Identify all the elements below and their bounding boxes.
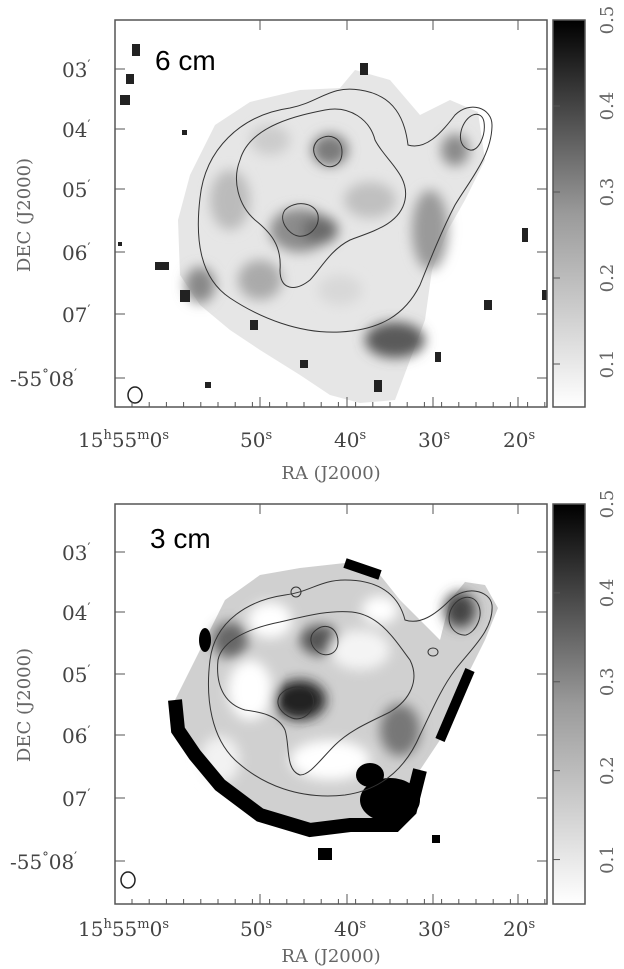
dark-clumps-3cm [199,628,440,860]
x-tick-label-2-6cm: 40s [334,428,366,452]
contour-outer-3cm [207,579,493,797]
y-tick-label-3-6cm: 06′ [62,241,90,265]
contour-knot-3cm [310,626,339,656]
y-tick-label-2-6cm: 05′ [62,178,90,202]
contour-peak-6cm [282,203,319,237]
x-tick-label-3-3cm: 30s [418,917,450,941]
emission-rim-top-3cm [343,558,382,580]
colorbar-tick-label-6cm: 0.5 [597,6,618,35]
y-ticks-6cm [115,68,547,379]
y-axis-title-6cm: DEC (J2000) [14,158,35,272]
colorbar-tick-label-3cm: 0.1 [597,845,618,874]
contour-inner-3cm [217,611,415,776]
y-tick-label-2-3cm: 05′ [62,663,90,687]
y-axis-title-3cm: DEC (J2000) [14,648,35,762]
x-tick-label-4-3cm: 20s [503,917,535,941]
beam-ellipse-6cm [127,386,143,404]
x-axis-title-3cm: RA (J2000) [281,946,380,967]
contour-tail-3cm [448,596,481,636]
emission-texture-6cm [185,125,469,358]
x-ticks-6cm [114,20,546,407]
contour-tail-6cm [459,113,485,151]
map-image-6cm [118,44,547,403]
x-tick-label-3-6cm: 30s [418,428,450,452]
colorbar-tick-label-6cm: 0.4 [597,92,618,121]
colorbar-tick-label-6cm: 0.3 [597,178,618,207]
contours-6cm [197,88,493,333]
y-tick-label-4-6cm: 07′ [62,303,90,327]
emission-texture-3cm [200,592,476,784]
y-tick-label-1-3cm: 04′ [62,601,90,625]
colorbar-tick-label-3cm: 0.5 [597,490,618,519]
colorbar-tick-label-6cm: 0.2 [597,264,618,293]
y-tick-label-3-3cm: 06′ [62,724,90,748]
y-tick-label-5-6cm: -55°08′ [10,367,77,391]
colorbar-tick-label-6cm: 0.1 [597,350,618,379]
y-tick-label-4-3cm: 07′ [62,787,90,811]
colorbar-tick-label-3cm: 0.2 [597,756,618,785]
x-tick-label-0-6cm: 15h55m0s [78,428,169,452]
panel-6cm: 6 cm 15h55m0s 50s 40s 30s 20s RA (J2000)… [10,6,618,484]
x-axis-title-6cm: RA (J2000) [281,463,380,484]
map-image-3cm [168,558,498,860]
colorbar-tick-label-3cm: 0.3 [597,667,618,696]
y-ticks-3cm [115,551,547,862]
x-tick-label-1-6cm: 50s [240,428,272,452]
contour-inner-6cm [236,108,407,288]
contour-outer-6cm [197,88,493,333]
band-label-6cm: 6 cm [155,45,216,76]
panel-3cm: 3 cm 15h55m0s 50s 40s 30s 20s RA (J2000)… [10,490,618,967]
x-tick-label-0-3cm: 15h55m0s [78,917,169,941]
beam-ellipse-3cm [120,871,136,889]
contour-peak-3cm [277,686,314,720]
colorbar-tick-label-3cm: 0.4 [597,579,618,608]
x-tick-label-4-6cm: 20s [503,428,535,452]
contour-knot-6cm [313,136,343,168]
colorbar-ticks-6cm: 0.1 0.2 0.3 0.4 0.5 [553,6,618,379]
y-tick-label-0-6cm: 03′ [62,58,90,82]
y-tick-label-5-3cm: -55°08′ [10,850,77,874]
colorbar-ticks-3cm: 0.1 0.2 0.3 0.4 0.5 [553,490,618,874]
plot-frame-3cm [114,503,548,905]
band-label-3cm: 3 cm [150,523,211,554]
contour-small-3cm [290,586,302,598]
x-tick-label-1-3cm: 50s [240,917,272,941]
plot-frame-6cm [114,19,548,408]
colorbar-3cm [552,503,586,905]
x-tick-label-2-3cm: 40s [334,917,366,941]
contour-small-right-3cm [427,647,439,657]
colorbar-6cm [552,19,586,408]
y-tick-label-0-3cm: 03′ [62,541,90,565]
y-tick-label-1-6cm: 04′ [62,118,90,142]
emission-rim-right-3cm [435,668,475,742]
noise-pixels-6cm [118,44,547,392]
contours-3cm [207,579,493,797]
x-ticks-3cm [114,504,546,904]
